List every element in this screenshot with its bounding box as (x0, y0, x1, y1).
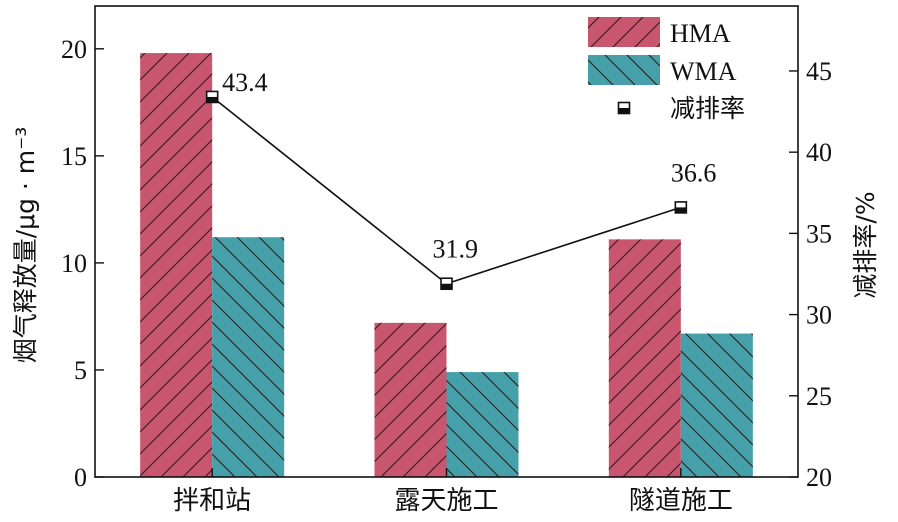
bar-hatch-wma-3 (680, 333, 753, 477)
y-axis-title-left: 烟气释放量/μg · m⁻³ (11, 127, 40, 364)
reduction-rate-label-3: 36.6 (671, 158, 717, 187)
y-left-tick-label-10: 10 (61, 249, 87, 278)
y-left-tick-label-0: 0 (74, 463, 87, 492)
y-left-tick-label-5: 5 (74, 356, 87, 385)
x-category-label-3: 隧道施工 (629, 486, 733, 516)
y-right-tick-label-35: 35 (806, 219, 832, 248)
reduction-rate-point-fill-1 (206, 96, 218, 103)
bar-hatch-wma-1 (212, 237, 285, 477)
legend-label-hma: HMA (670, 19, 731, 48)
reduction-rate-label-2: 31.9 (433, 235, 479, 264)
y-axis-title-right: 减排率/% (851, 191, 880, 298)
y-left-tick-label-15: 15 (61, 142, 87, 171)
y-right-tick-label-45: 45 (806, 57, 832, 86)
reduction-rate-point-fill-2 (441, 283, 452, 290)
legend-label-reduction-rate: 减排率 (670, 94, 745, 123)
legend-label-wma: WMA (670, 57, 737, 86)
y-right-tick-label-20: 20 (806, 463, 832, 492)
y-left-tick-label-20: 20 (61, 35, 87, 64)
legend-swatch-hatch-hma (588, 17, 660, 47)
legend: HMA WMA 减排率 (588, 17, 745, 123)
y-right-tick-label-25: 25 (806, 382, 832, 411)
x-category-label-1: 拌和站 (173, 486, 251, 516)
reduction-rate-point-fill-3 (675, 207, 687, 213)
bar-hatch-hma-2 (374, 322, 447, 477)
x-category-label-2: 露天施工 (394, 486, 498, 516)
bar-hatch-hma-1 (140, 53, 213, 477)
reduction-rate-label-1: 43.4 (222, 68, 268, 97)
legend-swatch-hatch-wma (588, 55, 660, 85)
bar-hatch-wma-2 (446, 372, 519, 477)
y-right-tick-label-40: 40 (806, 138, 832, 167)
y-right-tick-label-30: 30 (806, 301, 832, 330)
bar-hatch-hma-3 (608, 239, 681, 477)
legend-marker-fill-reduction-rate (618, 108, 630, 114)
